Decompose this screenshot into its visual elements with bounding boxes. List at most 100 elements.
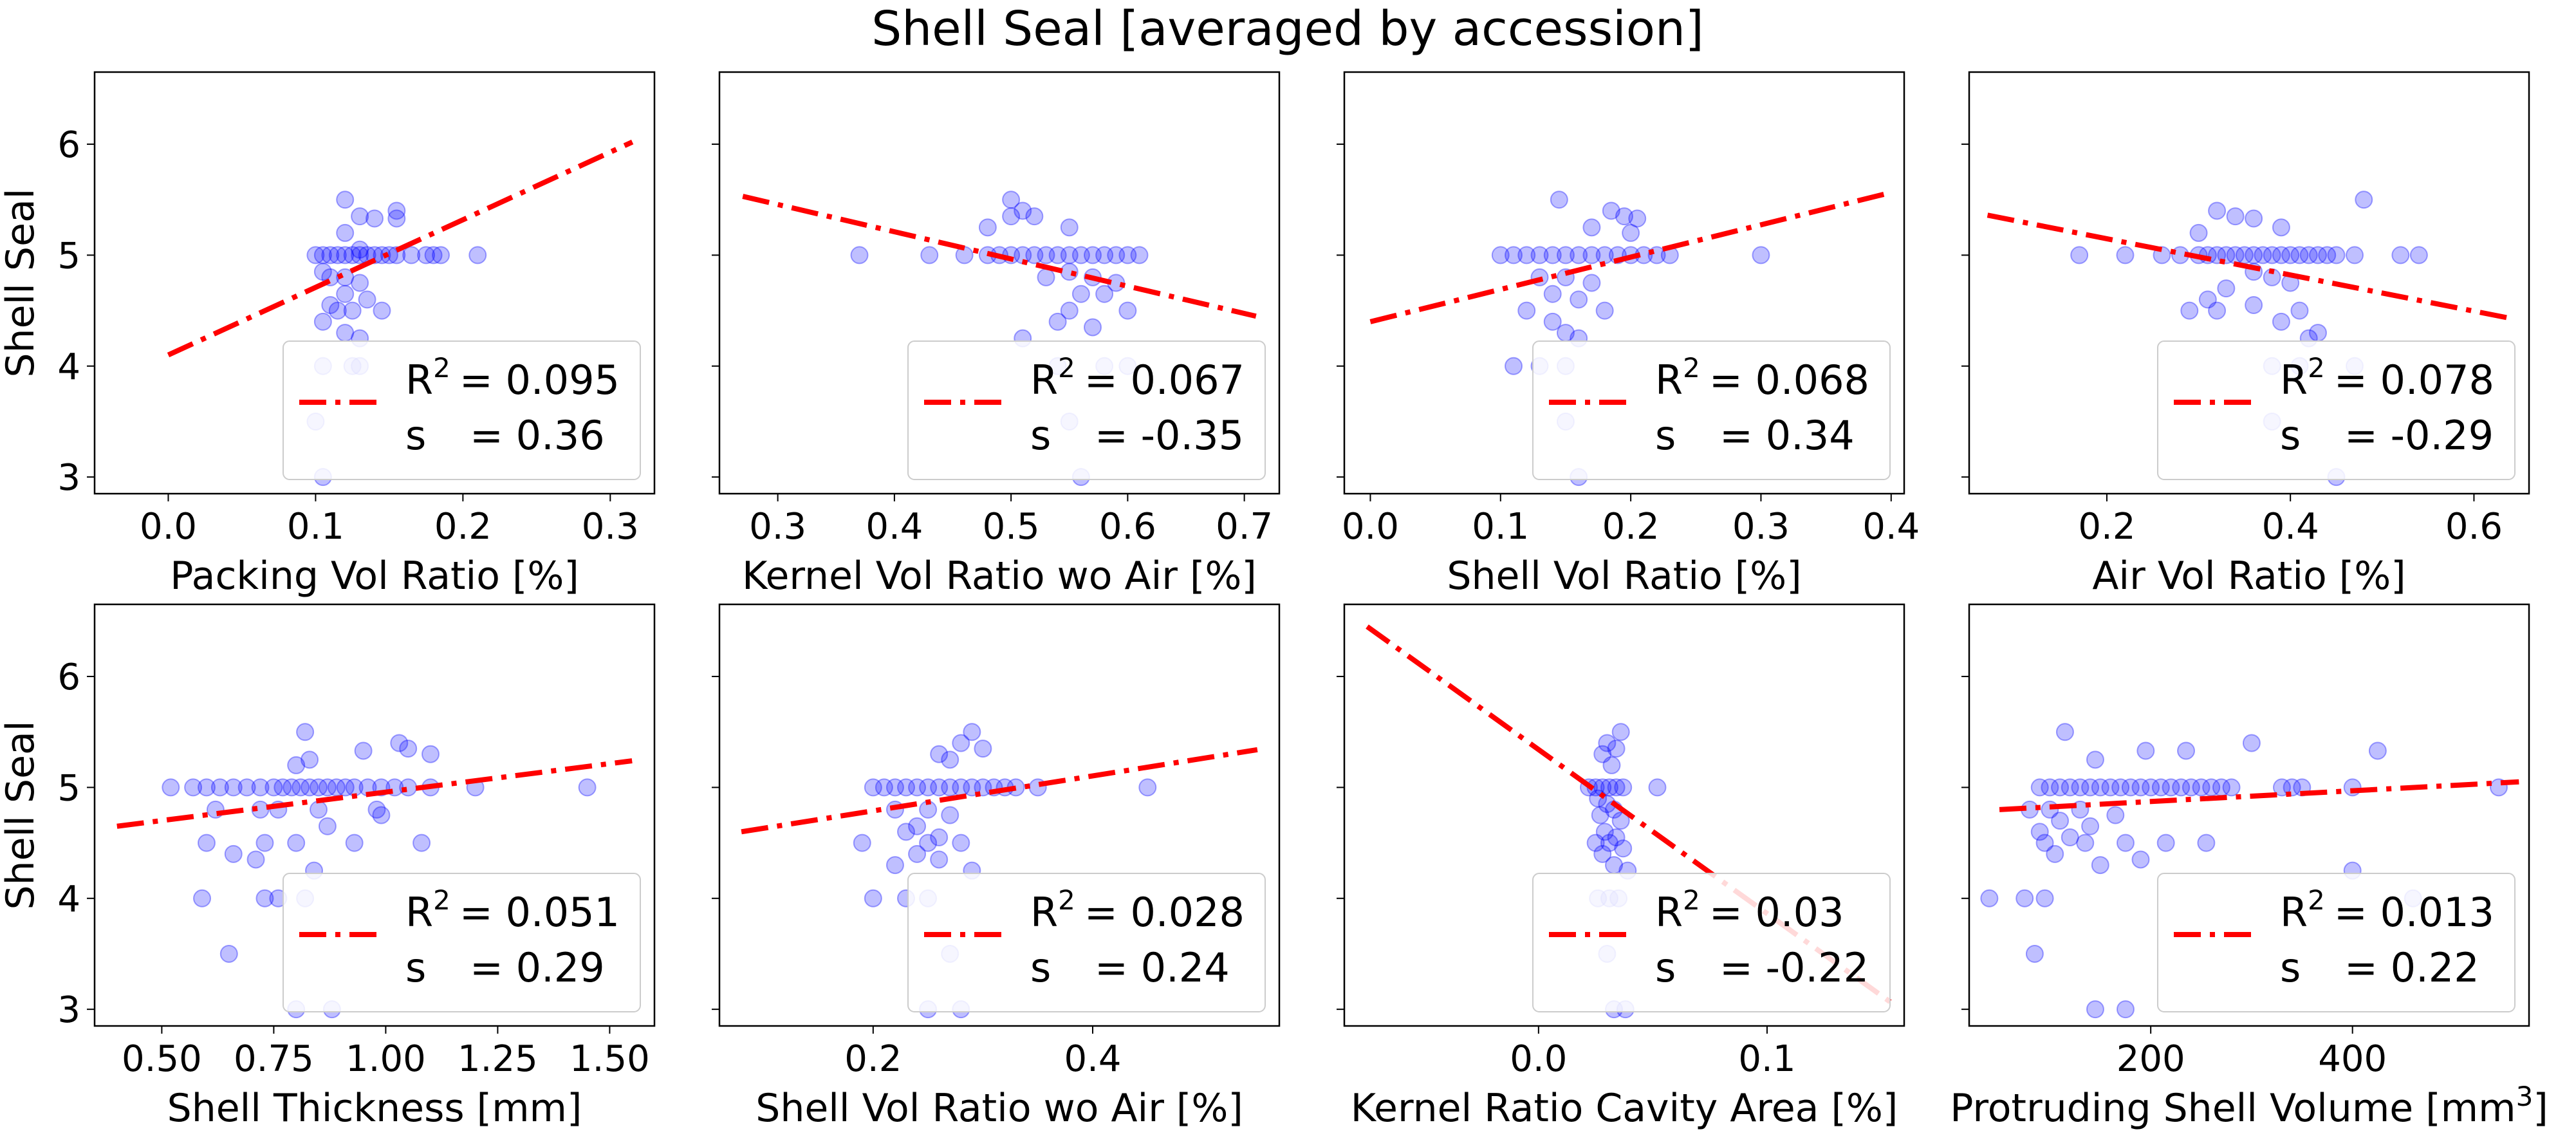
data-point bbox=[2091, 778, 2109, 797]
scatter-panel: 0.0 0.1 R2 = 0.03 s = -0.22 Kernel Ratio Cavit… bbox=[1337, 603, 1905, 1131]
data-point bbox=[864, 889, 882, 908]
data-point bbox=[301, 750, 319, 769]
legend-box bbox=[2157, 340, 2516, 480]
axes-frame bbox=[93, 603, 656, 1027]
x-tick-label: 0.4 bbox=[1064, 1038, 1121, 1080]
data-point bbox=[2222, 778, 2241, 797]
data-point bbox=[328, 301, 347, 320]
data-point bbox=[358, 290, 376, 309]
data-point bbox=[1037, 268, 1055, 286]
data-point bbox=[345, 833, 364, 852]
x-tick-label: 0.0 bbox=[1342, 506, 1399, 548]
data-point bbox=[2272, 246, 2290, 265]
data-point bbox=[198, 833, 216, 852]
data-point bbox=[1530, 246, 1549, 265]
data-point bbox=[1595, 301, 1614, 320]
regression-line bbox=[1999, 779, 2519, 812]
data-point bbox=[310, 800, 328, 819]
data-point bbox=[387, 209, 406, 228]
data-point bbox=[2051, 812, 2070, 830]
data-point bbox=[1582, 218, 1601, 237]
data-point bbox=[2091, 856, 2109, 875]
data-point bbox=[351, 207, 369, 226]
data-point bbox=[2172, 778, 2191, 797]
data-point bbox=[2061, 828, 2079, 846]
data-point bbox=[366, 209, 384, 228]
data-point bbox=[1095, 284, 1114, 303]
regression-line bbox=[167, 139, 634, 358]
scatter-panel: 0.2 0.4 R2 = 0.028 s = 0.24 Shell Vol Ratio wo… bbox=[712, 603, 1281, 1131]
data-point bbox=[2290, 301, 2309, 320]
data-point bbox=[2142, 778, 2160, 797]
x-tick-label: 0.4 bbox=[2262, 506, 2319, 548]
data-point bbox=[306, 246, 325, 265]
legend-s-label: s bbox=[405, 412, 426, 459]
data-point bbox=[1595, 823, 1614, 841]
data-point bbox=[920, 246, 939, 265]
data-point bbox=[336, 191, 355, 209]
y-tick-label: 3 bbox=[57, 989, 80, 1031]
data-point bbox=[2182, 778, 2200, 797]
data-point bbox=[336, 778, 355, 797]
x-tick-label: 0.1 bbox=[1738, 1038, 1795, 1080]
legend-s-label: s bbox=[1655, 412, 1676, 459]
data-point bbox=[2281, 246, 2300, 265]
data-point bbox=[373, 246, 391, 265]
x-tick-label: 0.0 bbox=[140, 506, 197, 548]
x-tick-label: 0.2 bbox=[2078, 506, 2135, 548]
data-point bbox=[2226, 207, 2245, 226]
legend-s-value: = 0.34 bbox=[1719, 412, 1855, 459]
data-point bbox=[255, 833, 274, 852]
data-point bbox=[321, 295, 340, 314]
data-point bbox=[885, 778, 904, 797]
data-point bbox=[2283, 778, 2301, 797]
x-tick-label: 0.5 bbox=[983, 506, 1040, 548]
scatter-panel: 0.0 0.1 0.2 0.3 3 4 5 6 R2 = 0.095 s = 0.36 Packing … bbox=[0, 71, 656, 599]
legend-r2-text: R2 = 0.078 bbox=[2280, 352, 2494, 404]
data-point bbox=[390, 734, 409, 752]
axes-frame bbox=[1343, 71, 1905, 495]
data-point bbox=[366, 246, 384, 265]
data-point bbox=[2035, 833, 2054, 852]
data-point bbox=[578, 778, 597, 797]
data-point bbox=[2245, 295, 2263, 314]
data-point bbox=[283, 778, 301, 797]
x-tick-label: 1.50 bbox=[570, 1038, 650, 1080]
data-point bbox=[343, 301, 362, 320]
data-point bbox=[246, 850, 265, 869]
data-point bbox=[162, 778, 180, 797]
data-point bbox=[908, 844, 927, 863]
data-point bbox=[2086, 750, 2104, 769]
data-point bbox=[930, 850, 949, 869]
data-point bbox=[417, 246, 436, 265]
x-tick-label: 1.00 bbox=[346, 1038, 426, 1080]
data-point bbox=[422, 745, 440, 763]
legend-s-value: = -0.22 bbox=[1719, 944, 1869, 991]
data-point bbox=[1002, 207, 1021, 226]
x-tick-label: 0.6 bbox=[2445, 506, 2503, 548]
data-point bbox=[354, 741, 373, 760]
data-point bbox=[367, 800, 386, 819]
data-point bbox=[2106, 806, 2125, 824]
legend-box bbox=[1532, 340, 1891, 480]
data-point bbox=[2076, 833, 2095, 852]
legend-s-label: s bbox=[2280, 944, 2301, 991]
data-point bbox=[1491, 246, 1510, 265]
data-point bbox=[2254, 246, 2272, 265]
legend-r2-text: R2 = 0.067 bbox=[1030, 352, 1245, 404]
data-point bbox=[2272, 312, 2290, 331]
data-point bbox=[2346, 246, 2364, 265]
x-tick-label: 0.6 bbox=[1099, 506, 1156, 548]
x-axis-label: Shell Thickness [mm] bbox=[167, 1086, 582, 1131]
data-point bbox=[2177, 741, 2196, 760]
data-point bbox=[941, 750, 959, 769]
data-point bbox=[1586, 833, 1605, 852]
regression-line bbox=[116, 758, 633, 829]
legend: R2 = 0.067 s = -0.35 bbox=[907, 340, 1266, 480]
x-tick-label: 0.1 bbox=[1472, 506, 1529, 548]
data-point bbox=[1607, 740, 1626, 758]
data-point bbox=[264, 778, 283, 797]
axes-frame bbox=[1968, 71, 2530, 495]
data-point bbox=[224, 844, 243, 863]
data-point bbox=[2101, 778, 2120, 797]
